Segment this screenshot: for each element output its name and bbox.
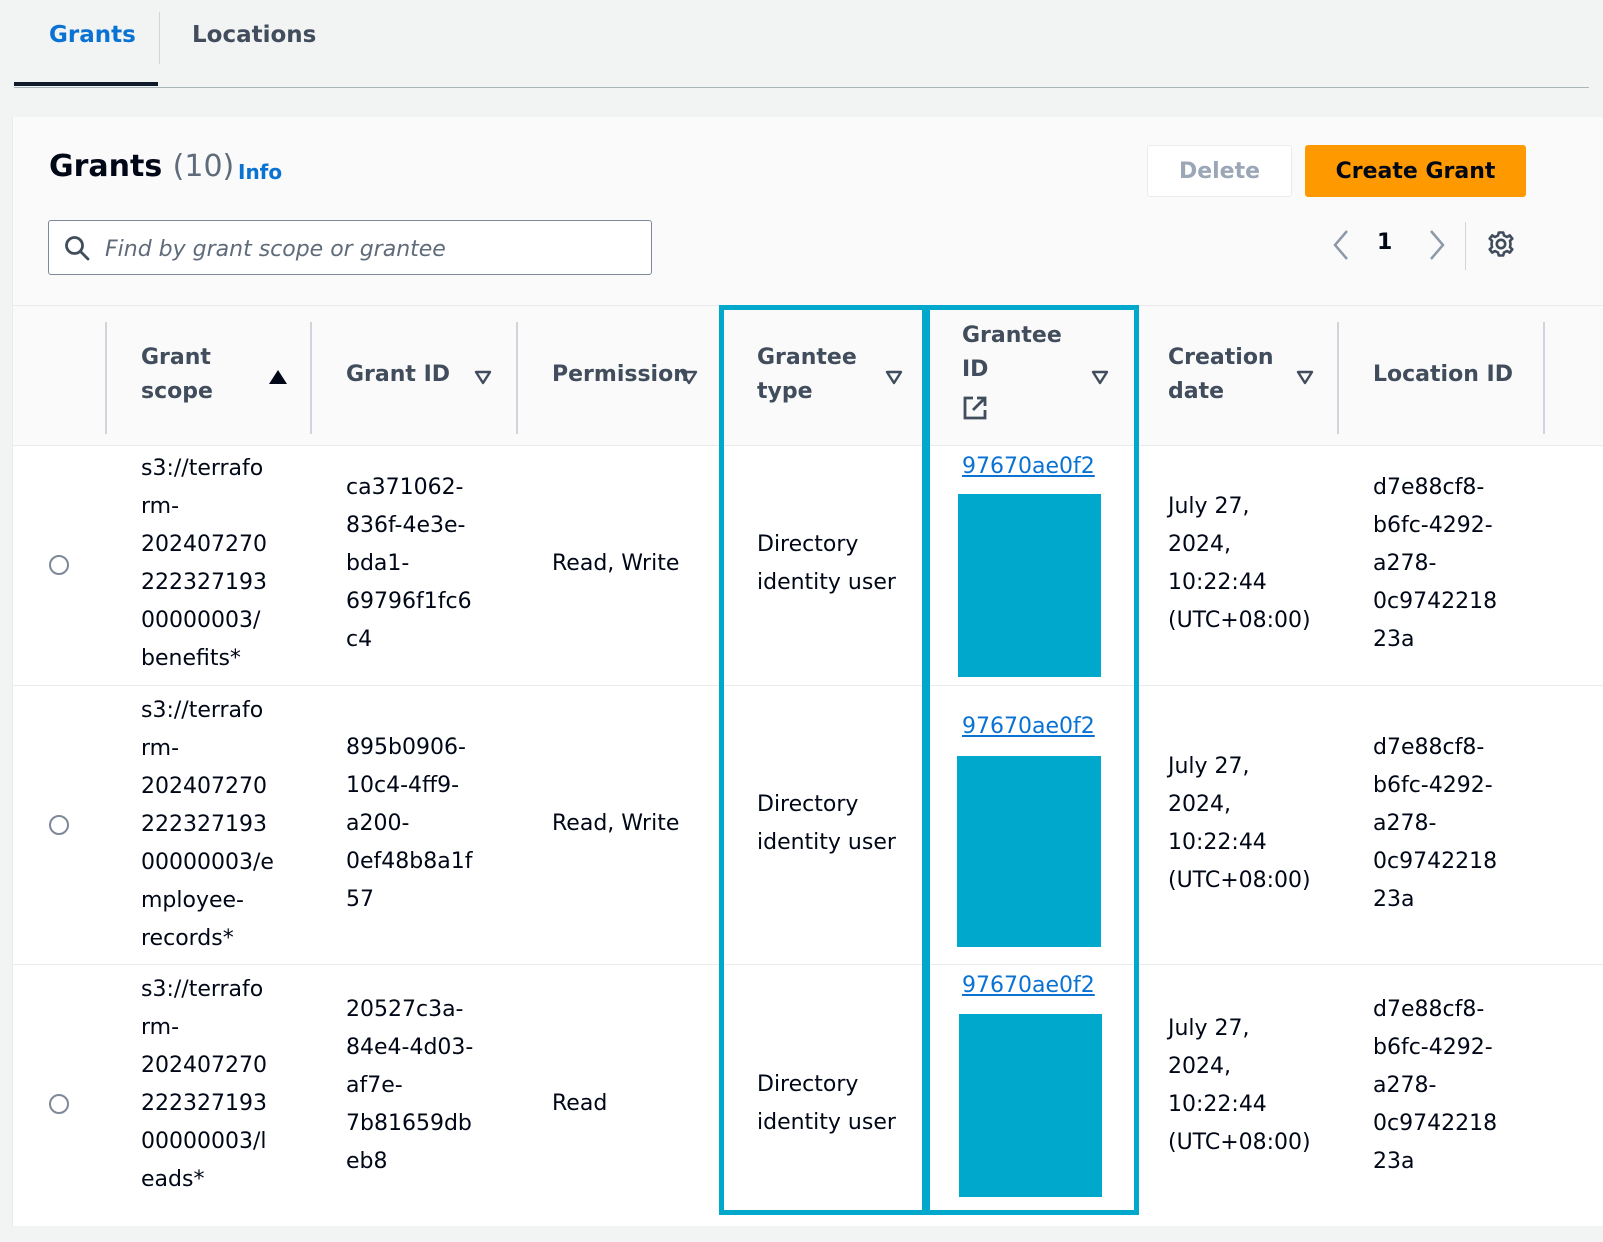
grantee-id-highlight-box	[925, 305, 1139, 1215]
grantee-type-cell: Directory identity user	[757, 792, 896, 855]
search-input[interactable]	[103, 229, 637, 269]
grant-id-cell: 895b0906- 10c4-4ff9- a200- 0ef48b8a1f 57	[346, 735, 473, 912]
info-link[interactable]: Info	[238, 160, 283, 184]
grantee-id-link[interactable]: 97670ae0f2	[962, 454, 1095, 479]
create-grant-button[interactable]: Create Grant	[1305, 145, 1526, 197]
grantee-type-highlight-box	[719, 305, 927, 1215]
table-row[interactable]: s3://terrafo rm- 202407270 222327193 000…	[13, 444, 1603, 686]
tab-grants[interactable]: Grants	[49, 22, 136, 48]
tab-locations[interactable]: Locations	[192, 22, 317, 48]
column-header-grant-id[interactable]: Grant ID	[346, 362, 451, 387]
tab-bar: Grants Locations	[14, 0, 1589, 88]
redacted-block	[959, 1014, 1102, 1197]
active-tab-indicator	[14, 82, 158, 86]
column-divider	[310, 322, 312, 434]
grant-scope-cell: s3://terrafo rm- 202407270 222327193 000…	[141, 698, 274, 951]
grant-id-cell: 20527c3a- 84e4-4d03- af7e- 7b81659db eb8	[346, 997, 474, 1174]
permission-cell: Read, Write	[552, 811, 680, 836]
grant-scope-cell: s3://terrafo rm- 202407270 222327193 000…	[141, 456, 267, 671]
table-header: Grant scope Grant ID Permission Grantee …	[13, 305, 1603, 446]
column-header-grant-scope[interactable]: Grant scope	[141, 345, 213, 404]
title-text: Grants	[49, 149, 163, 184]
search-icon	[65, 236, 90, 261]
column-header-permission[interactable]: Permission	[552, 362, 689, 387]
table-row[interactable]: s3://terrafo rm- 202407270 222327193 000…	[13, 686, 1603, 965]
pagination-divider	[1465, 222, 1466, 270]
grant-id-cell: ca371062- 836f-4e3e- bda1- 69796f1fc6 c4	[346, 475, 472, 652]
grantee-id-link[interactable]: 97670ae0f2	[962, 973, 1095, 998]
chevron-right-icon[interactable]	[1423, 227, 1451, 263]
pagination-current-page[interactable]: 1	[1377, 230, 1393, 255]
grants-count: (10)	[172, 149, 235, 184]
page-title: Grants (10)	[49, 149, 234, 184]
column-header-grantee-id[interactable]: Grantee ID	[962, 323, 1062, 382]
column-divider	[516, 322, 518, 434]
sort-icon[interactable]	[1295, 369, 1315, 385]
redacted-block	[957, 756, 1101, 947]
chevron-left-icon[interactable]	[1327, 227, 1355, 263]
sort-ascending-icon[interactable]	[268, 369, 288, 385]
column-divider	[1543, 322, 1545, 434]
location-id-cell: d7e88cf8- b6fc-4292- a278- 0c9742218 23a	[1373, 735, 1498, 912]
permission-cell: Read, Write	[552, 551, 680, 576]
row-select-radio[interactable]	[49, 1094, 69, 1114]
grantee-id-link[interactable]: 97670ae0f2	[962, 714, 1095, 739]
location-id-cell: d7e88cf8- b6fc-4292- a278- 0c9742218 23a	[1373, 475, 1498, 652]
column-divider	[1337, 322, 1339, 434]
row-select-radio[interactable]	[49, 815, 69, 835]
sort-icon[interactable]	[884, 369, 904, 385]
creation-date-cell: July 27, 2024, 10:22:44 (UTC+08:00)	[1168, 494, 1311, 633]
row-select-radio[interactable]	[49, 555, 69, 575]
grants-panel: Grants (10) Info Delete Create Grant 1	[12, 117, 1603, 1226]
grantee-type-cell: Directory identity user	[757, 532, 896, 595]
creation-date-cell: July 27, 2024, 10:22:44 (UTC+08:00)	[1168, 754, 1311, 893]
panel-header: Grants (10) Info Delete Create Grant 1	[13, 117, 1603, 305]
grant-scope-cell: s3://terrafo rm- 202407270 222327193 000…	[141, 977, 267, 1192]
creation-date-cell: July 27, 2024, 10:22:44 (UTC+08:00)	[1168, 1016, 1311, 1155]
column-divider	[105, 322, 107, 434]
external-link-icon[interactable]	[962, 395, 988, 421]
column-header-grantee-type[interactable]: Grantee type	[757, 345, 857, 404]
sort-icon[interactable]	[473, 369, 493, 385]
sort-icon[interactable]	[1090, 369, 1110, 385]
sort-icon[interactable]	[679, 369, 699, 385]
permission-cell: Read	[552, 1091, 608, 1116]
grantee-type-cell: Directory identity user	[757, 1072, 896, 1135]
table-row[interactable]: s3://terrafo rm- 202407270 222327193 000…	[13, 965, 1603, 1226]
column-header-creation-date[interactable]: Creation date	[1168, 345, 1274, 404]
delete-button[interactable]: Delete	[1147, 145, 1292, 197]
location-id-cell: d7e88cf8- b6fc-4292- a278- 0c9742218 23a	[1373, 997, 1498, 1174]
column-header-location-id[interactable]: Location ID	[1373, 362, 1513, 387]
redacted-block	[958, 494, 1101, 677]
gear-icon[interactable]	[1486, 229, 1516, 259]
search-box	[48, 220, 652, 275]
tab-divider	[159, 12, 160, 64]
